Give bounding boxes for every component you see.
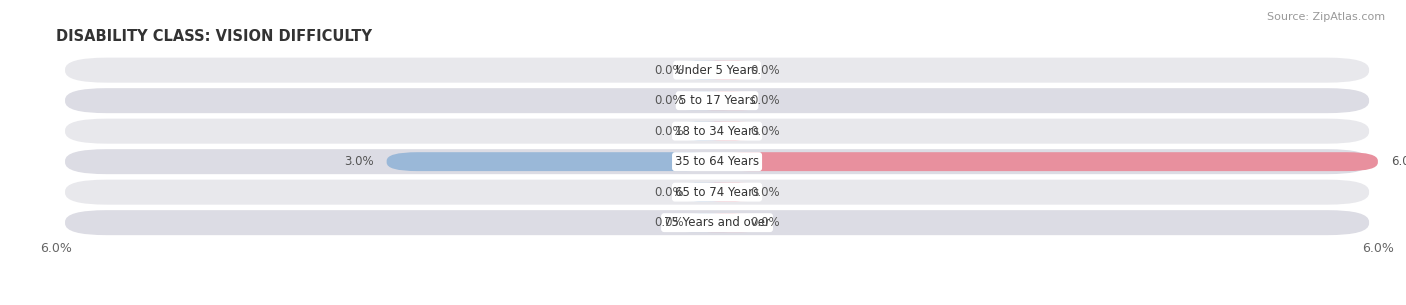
FancyBboxPatch shape [686, 61, 728, 80]
FancyBboxPatch shape [706, 213, 748, 232]
FancyBboxPatch shape [65, 149, 1369, 174]
FancyBboxPatch shape [65, 88, 1369, 113]
Text: 0.0%: 0.0% [751, 125, 780, 138]
FancyBboxPatch shape [65, 180, 1369, 205]
FancyBboxPatch shape [387, 152, 717, 171]
FancyBboxPatch shape [686, 183, 728, 202]
Text: 0.0%: 0.0% [751, 186, 780, 199]
Text: 35 to 64 Years: 35 to 64 Years [675, 155, 759, 168]
FancyBboxPatch shape [65, 119, 1369, 144]
FancyBboxPatch shape [706, 122, 748, 141]
FancyBboxPatch shape [686, 122, 728, 141]
Text: Under 5 Years: Under 5 Years [676, 64, 758, 77]
Text: 0.0%: 0.0% [751, 64, 780, 77]
Text: 6.0%: 6.0% [1391, 155, 1406, 168]
Text: 0.0%: 0.0% [751, 216, 780, 229]
FancyBboxPatch shape [65, 58, 1369, 83]
Text: 5 to 17 Years: 5 to 17 Years [679, 94, 755, 107]
FancyBboxPatch shape [706, 183, 748, 202]
FancyBboxPatch shape [686, 91, 728, 110]
FancyBboxPatch shape [686, 213, 728, 232]
Text: 65 to 74 Years: 65 to 74 Years [675, 186, 759, 199]
Text: Source: ZipAtlas.com: Source: ZipAtlas.com [1267, 12, 1385, 22]
Text: 0.0%: 0.0% [751, 94, 780, 107]
Text: 0.0%: 0.0% [654, 216, 685, 229]
Text: 18 to 34 Years: 18 to 34 Years [675, 125, 759, 138]
Text: 75 Years and over: 75 Years and over [664, 216, 770, 229]
Text: 0.0%: 0.0% [654, 94, 685, 107]
FancyBboxPatch shape [65, 210, 1369, 235]
Legend: Male, Female: Male, Female [652, 304, 782, 305]
FancyBboxPatch shape [717, 152, 1378, 171]
Text: 3.0%: 3.0% [344, 155, 374, 168]
FancyBboxPatch shape [706, 91, 748, 110]
Text: 0.0%: 0.0% [654, 64, 685, 77]
FancyBboxPatch shape [706, 61, 748, 80]
Text: 0.0%: 0.0% [654, 125, 685, 138]
Text: DISABILITY CLASS: VISION DIFFICULTY: DISABILITY CLASS: VISION DIFFICULTY [56, 29, 373, 44]
Text: 0.0%: 0.0% [654, 186, 685, 199]
